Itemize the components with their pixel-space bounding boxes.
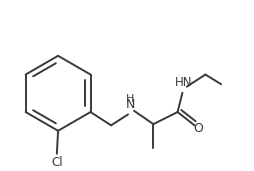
Text: O: O bbox=[194, 122, 203, 135]
Text: HN: HN bbox=[175, 76, 192, 89]
Text: N: N bbox=[126, 98, 135, 111]
Text: H: H bbox=[126, 94, 135, 104]
Text: Cl: Cl bbox=[51, 156, 63, 169]
